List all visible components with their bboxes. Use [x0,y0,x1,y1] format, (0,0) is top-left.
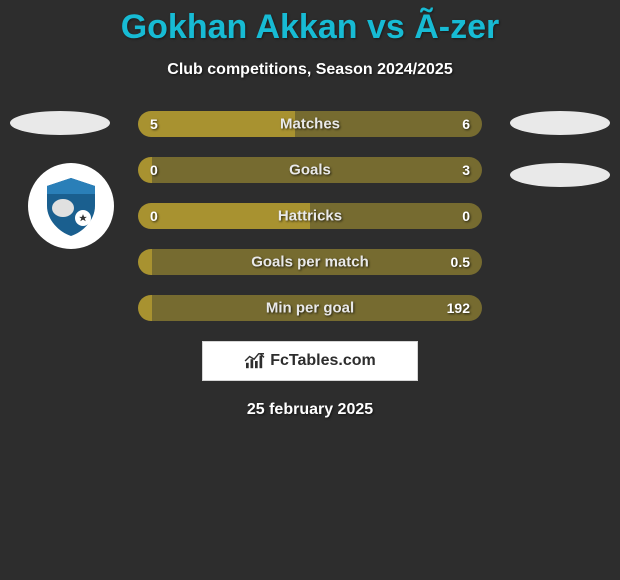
stat-value-left: 0 [150,162,158,178]
stat-value-right: 0 [462,208,470,224]
stat-value-right: 192 [447,300,470,316]
stat-label: Goals [289,162,331,179]
page-title: Gokhan Akkan vs Ã-zer [0,0,620,47]
stat-row: Goals 0 3 [138,157,482,183]
stat-label: Hattricks [278,208,342,225]
content-area: Matches 5 6 Goals 0 3 Hattricks 0 0 Goals per mat… [0,111,620,419]
stat-value-right: 0.5 [451,254,470,270]
player-left-placeholder-1 [10,111,110,135]
stat-row: Hattricks 0 0 [138,203,482,229]
stat-label: Goals per match [251,254,369,271]
stat-row: Min per goal 192 [138,295,482,321]
stat-label: Matches [280,116,340,133]
stat-bar-left [138,295,152,321]
stat-value-left: 5 [150,116,158,132]
date-label: 25 february 2025 [0,401,620,419]
chart-icon [244,352,266,370]
player-right-placeholder-1 [510,111,610,135]
stat-label: Min per goal [266,300,354,317]
stats-table: Matches 5 6 Goals 0 3 Hattricks 0 0 Goals per mat… [138,111,482,321]
stat-value-right: 3 [462,162,470,178]
stat-value-left: 0 [150,208,158,224]
stat-bar-left [138,111,295,137]
brand-badge: FcTables.com [202,341,418,381]
team-badge-left [28,163,114,249]
stat-bar-left [138,249,152,275]
stat-row: Goals per match 0.5 [138,249,482,275]
subtitle: Club competitions, Season 2024/2025 [0,61,620,79]
brand-text: FcTables.com [270,352,376,370]
stat-value-right: 6 [462,116,470,132]
player-right-placeholder-2 [510,163,610,187]
stat-row: Matches 5 6 [138,111,482,137]
shield-icon [39,174,103,238]
